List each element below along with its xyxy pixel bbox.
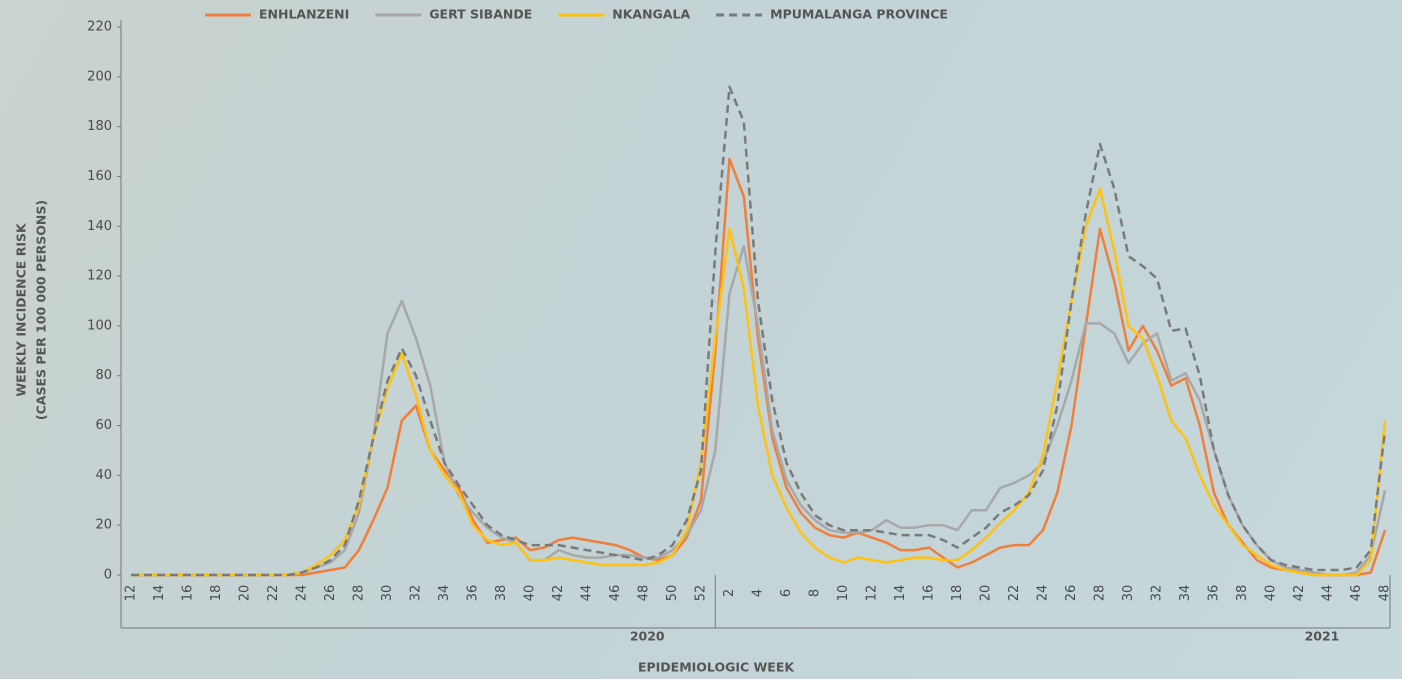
x-tick-label: 44 [1321,585,1336,602]
x-tick-label: 38 [1235,585,1250,602]
x-tick-label: 12 [124,585,139,602]
x-tick-label: 48 [1378,585,1393,602]
x-tick-label: 10 [836,585,851,602]
x-tick-label: 24 [295,585,310,602]
x-tick-label: 46 [1349,585,1364,602]
x-tick-label: 26 [323,585,338,602]
x-tick-label: 40 [523,585,538,602]
x-tick-label: 16 [181,585,196,602]
x-tick-label: 24 [1036,585,1051,602]
y-tick-label: 20 [95,518,112,533]
x-tick-label: 18 [950,585,965,602]
y-tick-label: 180 [87,119,112,134]
x-tick-label: 20 [979,585,994,602]
series-line [131,187,1387,577]
legend-label: MPUMALANGA PROVINCE [770,7,948,22]
x-tick-label: 28 [352,585,367,602]
x-tick-label: 40 [1264,585,1279,602]
series-line [131,244,1387,577]
x-tick-label: 28 [1093,585,1108,602]
y-axis-label: WEEKLY INCIDENCE RISK [14,222,29,397]
x-tick-label: 30 [1121,585,1136,602]
x-tick-label: 4 [751,589,766,597]
x-tick-label: 36 [466,585,481,602]
x-tick-label: 34 [437,585,452,602]
x-tick-label: 2 [722,589,737,597]
x-tick-label: 22 [266,585,281,602]
x-tick-label: 14 [152,585,167,602]
x-tick-label: 34 [1178,585,1193,602]
y-tick-label: 0 [104,568,112,583]
y-tick-label: 200 [87,69,112,84]
series-line [131,85,1387,577]
legend-label: ENHLANZENI [259,7,349,22]
y-axis-label: (CASES PER 100 000 PERSONS) [34,200,49,420]
y-tick-label: 100 [87,318,112,333]
x-tick-label: 32 [409,585,424,602]
y-tick-label: 40 [95,468,112,483]
x-tick-label: 30 [380,585,395,602]
x-tick-label: 14 [893,585,908,602]
x-tick-label: 22 [1007,585,1022,602]
x-tick-label: 16 [922,585,937,602]
y-tick-label: 80 [95,368,112,383]
x-group-label: 2020 [630,629,665,644]
x-tick-label: 42 [1292,585,1307,602]
series-line [131,157,1387,577]
x-tick-label: 6 [779,589,794,597]
y-tick-label: 220 [87,20,112,35]
x-tick-label: 12 [865,585,880,602]
x-tick-label: 8 [808,589,823,597]
legend-label: GERT SIBANDE [429,7,532,22]
x-tick-label: 26 [1064,585,1079,602]
x-axis-label: EPIDEMIOLOGIC WEEK [638,660,795,675]
x-tick-label: 46 [608,585,623,602]
x-tick-label: 48 [637,585,652,602]
y-tick-label: 60 [95,418,112,433]
x-tick-label: 44 [580,585,595,602]
x-group-label: 2021 [1305,629,1340,644]
x-tick-label: 52 [694,585,709,602]
x-tick-label: 50 [665,585,680,602]
x-tick-label: 18 [209,585,224,602]
legend-label: NKANGALA [612,7,690,22]
y-tick-label: 140 [87,219,112,234]
y-tick-label: 160 [87,169,112,184]
y-tick-label: 120 [87,269,112,284]
x-tick-label: 32 [1150,585,1165,602]
x-tick-label: 20 [238,585,253,602]
x-tick-label: 38 [494,585,509,602]
x-tick-label: 42 [551,585,566,602]
x-tick-label: 36 [1207,585,1222,602]
